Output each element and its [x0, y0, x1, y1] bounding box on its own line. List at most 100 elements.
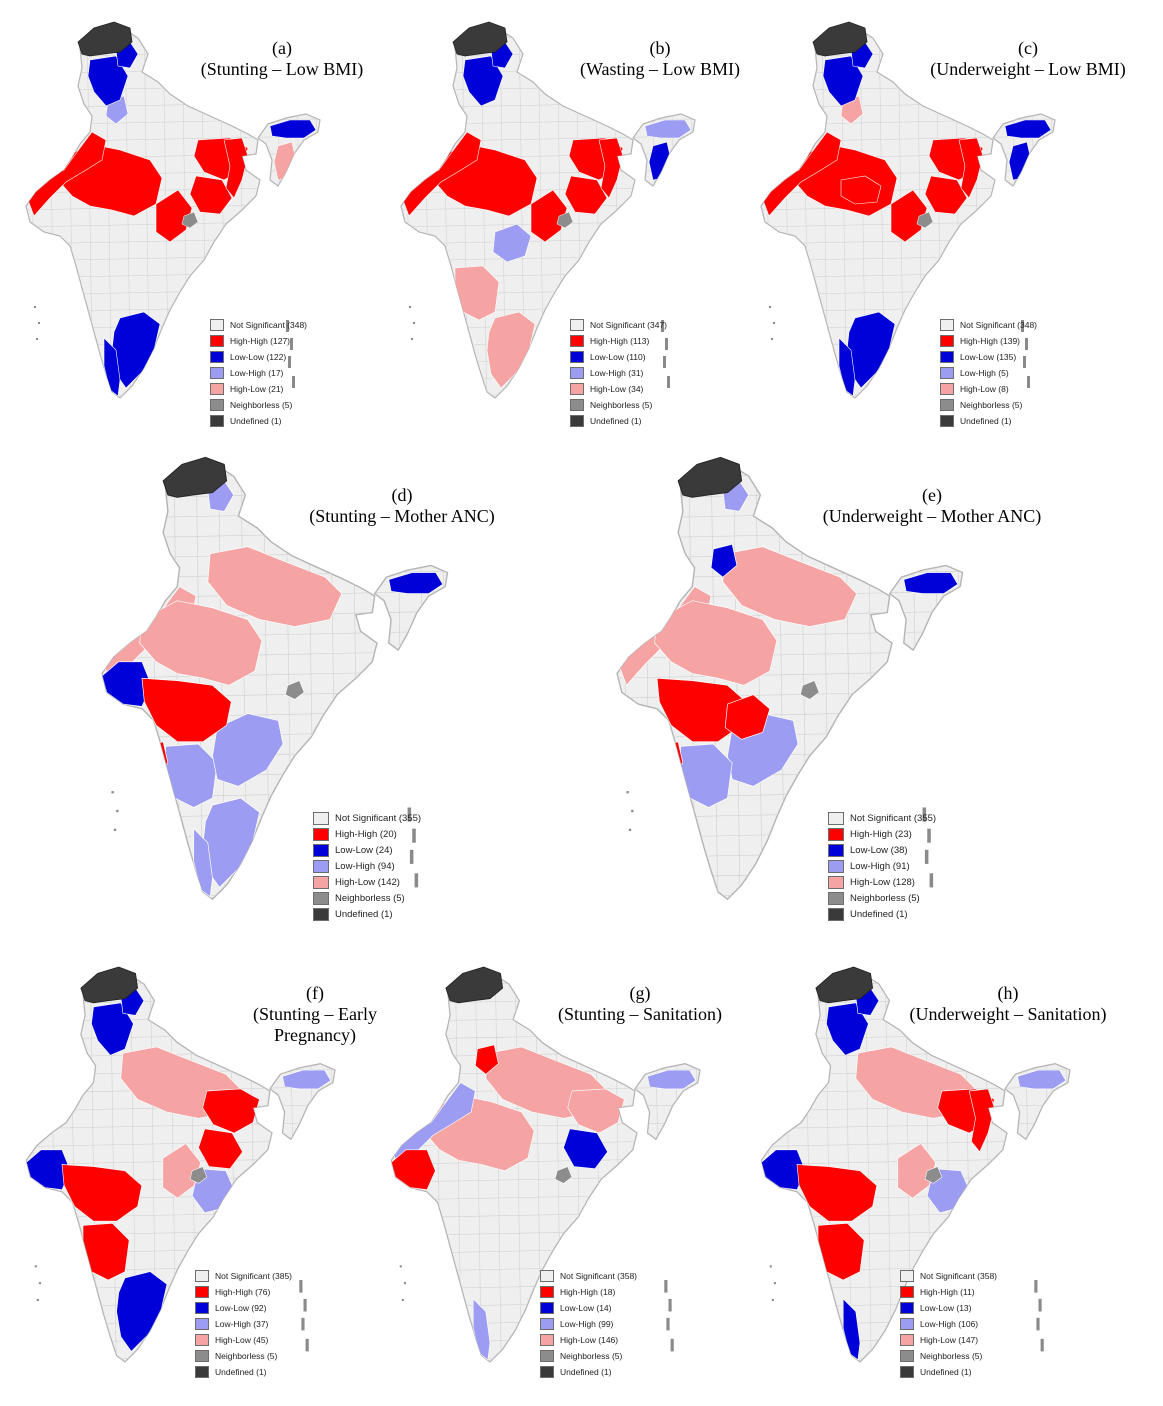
- legend-swatch: [313, 843, 329, 857]
- panel-subtitle: (Stunting – Early: [253, 1004, 377, 1024]
- andaman-island-2: [1023, 356, 1026, 368]
- andaman-island-3: [292, 376, 295, 388]
- panel-subtitle: (Underweight – Mother ANC): [822, 506, 1042, 526]
- neighborless-district: [554, 1166, 573, 1184]
- legend-label: High-Low (142): [335, 876, 400, 888]
- lakshadweep-island-1: [413, 322, 415, 324]
- legend-swatch: [828, 875, 844, 889]
- legend-swatch: [940, 367, 954, 379]
- legend-swatch: [210, 367, 224, 379]
- panel-subtitle: (Wasting – Low BMI): [579, 59, 741, 79]
- cluster-ll-tn: [111, 311, 161, 389]
- legend-item-nb: Neighborless (5): [828, 890, 936, 906]
- legend-item-hl: High-Low (21): [210, 381, 307, 397]
- cluster-hh-jh: [564, 175, 608, 215]
- legend-item-nb: Neighborless (5): [940, 397, 1037, 413]
- legend-item-lh: Low-High (91): [828, 858, 936, 874]
- andaman-island-1: [290, 338, 293, 350]
- undefined-region: [77, 21, 133, 57]
- legend-swatch: [900, 1286, 914, 1298]
- legend-swatch: [828, 843, 844, 857]
- undefined-region: [445, 966, 504, 1004]
- india-district-map: [390, 966, 701, 1363]
- andaman-island-0: [299, 1280, 303, 1293]
- neighborless-district: [800, 680, 820, 700]
- panel-subtitle: (Stunting – Sanitation): [558, 1004, 722, 1024]
- legend-label: High-High (113): [590, 336, 650, 346]
- legend-swatch: [570, 351, 584, 363]
- lakshadweep-island-0: [111, 791, 114, 794]
- legend-swatch: [210, 335, 224, 347]
- legend-swatch: [570, 399, 584, 411]
- cluster-hh-cg: [530, 189, 568, 243]
- legend-swatch: [195, 1318, 209, 1330]
- legend-label: Undefined (1): [560, 1367, 612, 1377]
- cluster-hh-cg: [155, 189, 193, 243]
- andaman-island-0: [661, 320, 664, 332]
- panel-label: (a): [272, 38, 292, 58]
- legend-item-lh: Low-High (5): [940, 365, 1037, 381]
- legend-item-hl: High-Low (128): [828, 874, 936, 890]
- legend-swatch: [195, 1286, 209, 1298]
- india-district-map: [25, 21, 321, 399]
- cluster-hh-tel: [724, 694, 771, 740]
- legend-swatch: [195, 1302, 209, 1314]
- legend-item-ns: Not Significant (358): [900, 1268, 997, 1284]
- panel-caption: (g) (Stunting – Sanitation): [558, 983, 722, 1025]
- panel-caption: (f) (Stunting – Early Pregnancy): [253, 983, 377, 1046]
- legend-item-ll: Low-Low (38): [828, 842, 936, 858]
- legend-swatch: [540, 1334, 554, 1346]
- legend: Not Significant (348) High-High (139) Low-…: [940, 317, 1037, 429]
- legend-label: Neighborless (5): [850, 892, 920, 904]
- andaman-island-1: [665, 338, 668, 350]
- legend-swatch: [940, 351, 954, 363]
- legend-item-nb: Neighborless (5): [900, 1348, 997, 1364]
- panel-b-wasting-low-bmi: (b) (Wasting – Low BMI) Not Significant (3…: [395, 20, 775, 427]
- lakshadweep-island-0: [626, 791, 629, 794]
- legend-item-ll: Low-Low (92): [195, 1300, 292, 1316]
- legend-swatch: [540, 1366, 554, 1378]
- legend-item-ud: Undefined (1): [828, 906, 936, 922]
- legend-label: Neighborless (5): [230, 400, 293, 410]
- legend: Not Significant (385) High-High (76) Low-L…: [195, 1268, 292, 1380]
- legend-swatch: [313, 891, 329, 905]
- lakshadweep-island-0: [399, 1265, 402, 1268]
- legend-swatch: [570, 319, 584, 331]
- legend-swatch: [828, 811, 844, 825]
- legend-item-nb: Neighborless (5): [195, 1348, 292, 1364]
- cluster-ll-ne1: [269, 119, 317, 139]
- legend-item-nb: Neighborless (5): [570, 397, 667, 413]
- cluster-hh-hr: [474, 1044, 499, 1075]
- legend-item-ud: Undefined (1): [900, 1364, 997, 1380]
- legend-label: High-High (76): [215, 1287, 271, 1297]
- legend-swatch: [210, 319, 224, 331]
- legend-label: High-High (139): [960, 336, 1020, 346]
- panel-caption: (a) (Stunting – Low BMI): [201, 38, 364, 80]
- cluster-hh-jh: [924, 175, 968, 215]
- andaman-island-1: [1025, 338, 1028, 350]
- panel-d-stunting-mother-anc: (d) (Stunting – Mother ANC) Not Significan…: [95, 455, 555, 925]
- legend-label: High-High (23): [850, 828, 912, 840]
- legend-label: Low-High (99): [560, 1319, 614, 1329]
- lakshadweep-island-0: [34, 306, 36, 308]
- legend-swatch: [828, 907, 844, 921]
- cluster-hh-cg: [890, 189, 928, 243]
- legend-item-nb: Neighborless (5): [313, 890, 421, 906]
- neighborless-district: [916, 211, 934, 229]
- legend-label: Not Significant (358): [920, 1271, 998, 1281]
- andaman-island-0: [664, 1280, 668, 1293]
- neighborless-district: [924, 1166, 943, 1184]
- legend-swatch: [900, 1318, 914, 1330]
- legend-label: Not Significant (385): [215, 1271, 293, 1281]
- legend-item-ns: Not Significant (358): [540, 1268, 637, 1284]
- legend-swatch: [570, 367, 584, 379]
- panel-c-underweight-low-bmi: (c) (Underweight – Low BMI) Not Significan…: [755, 20, 1155, 427]
- legend-label: Low-Low (122): [230, 352, 287, 362]
- andaman-island-3: [1040, 1338, 1044, 1352]
- legend-label: Neighborless (5): [560, 1351, 623, 1361]
- cluster-hh-wb: [958, 137, 984, 199]
- legend-item-hh: High-High (113): [570, 333, 667, 349]
- lakshadweep-island-1: [116, 809, 119, 813]
- legend-swatch: [900, 1302, 914, 1314]
- panel-h-underweight-sanitation: (h) (Underweight – Sanitation) Not Signifi…: [755, 965, 1155, 1385]
